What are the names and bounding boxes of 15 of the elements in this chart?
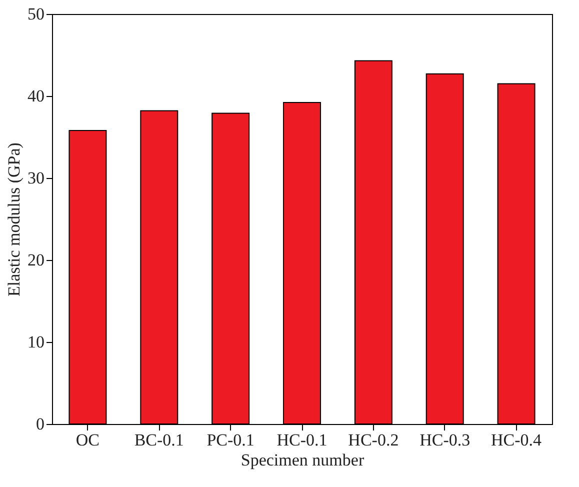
y-tick-label: 0 bbox=[36, 414, 44, 434]
x-tick-label: OC bbox=[76, 430, 100, 450]
x-tick-label: BC-0.1 bbox=[134, 430, 184, 450]
x-tick-label: HC-0.4 bbox=[491, 430, 542, 450]
x-tick-label: HC-0.3 bbox=[420, 430, 470, 450]
y-tick-label: 50 bbox=[28, 4, 44, 24]
x-tick-label: HC-0.1 bbox=[276, 430, 328, 450]
y-tick-label: 30 bbox=[28, 168, 44, 188]
y-tick-label: 10 bbox=[28, 332, 44, 352]
x-tick-label: PC-0.1 bbox=[206, 430, 254, 450]
x-axis-title: Specimen number bbox=[240, 450, 364, 470]
y-axis-title: Elastic modulus (GPa) bbox=[4, 142, 24, 296]
y-tick-label: 20 bbox=[28, 250, 44, 270]
x-tick-label: HC-0.2 bbox=[348, 430, 399, 450]
y-tick-label: 40 bbox=[28, 86, 44, 106]
